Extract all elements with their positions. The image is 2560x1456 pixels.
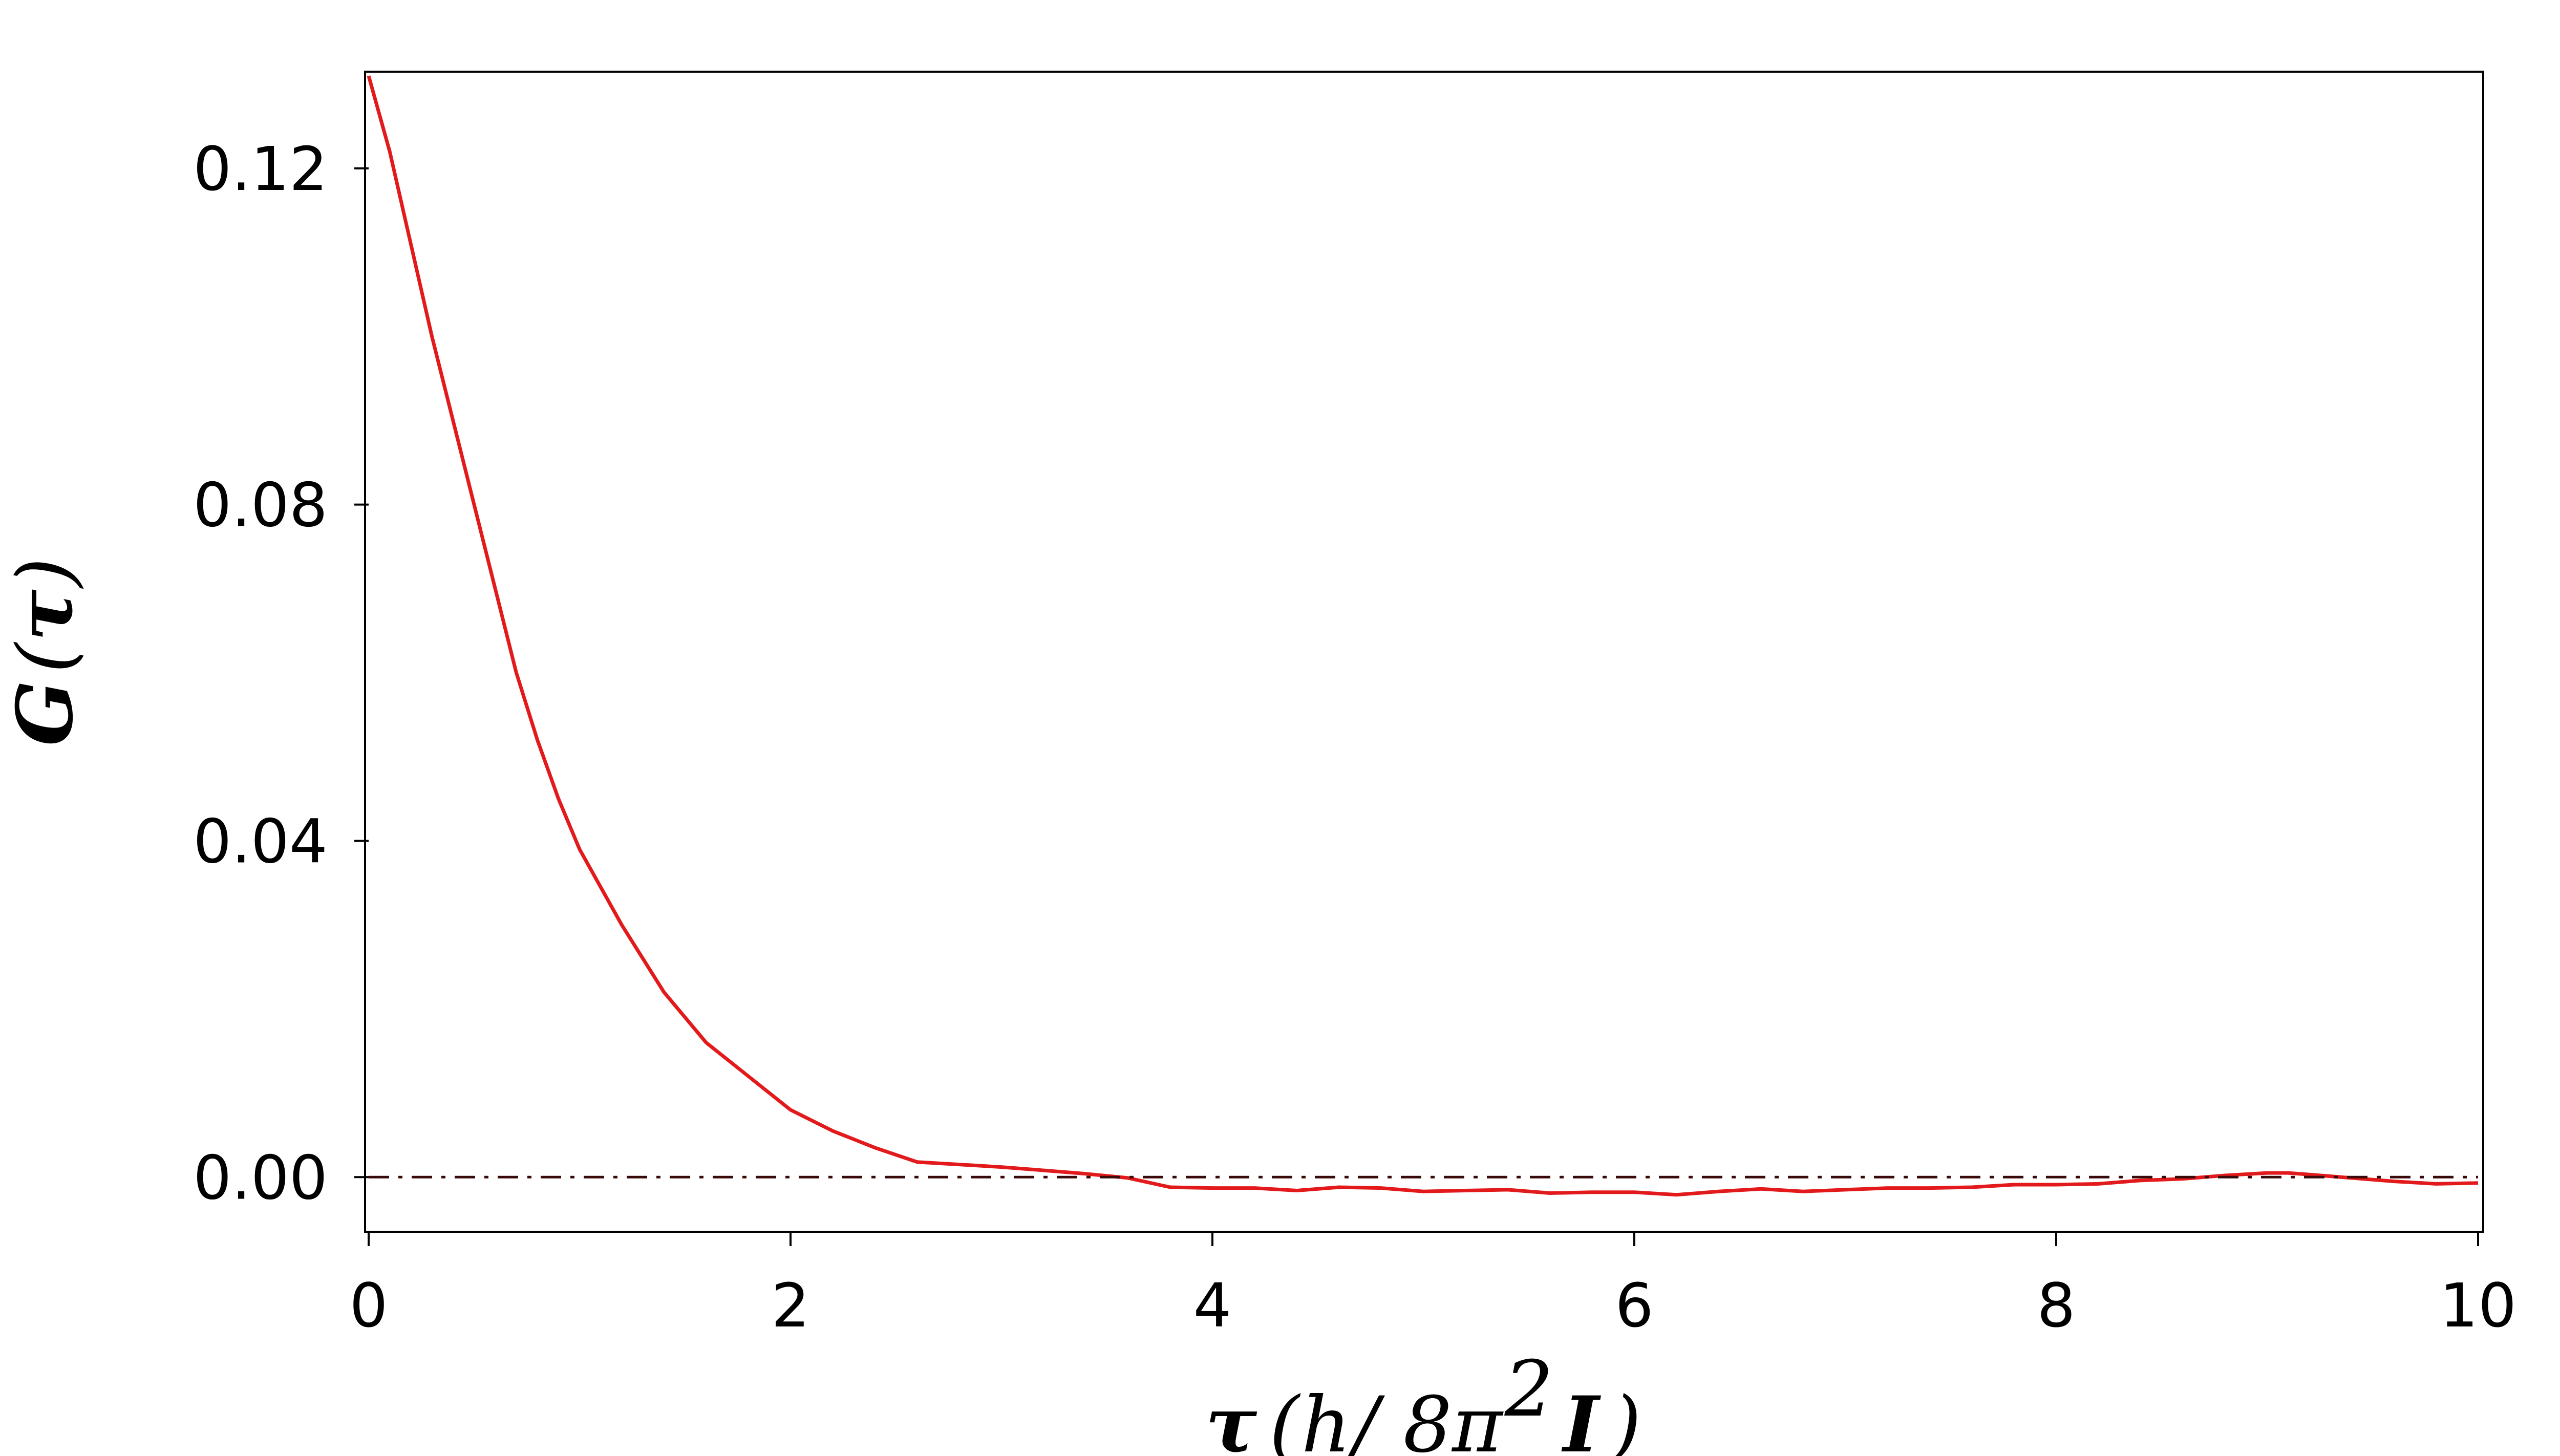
x-axis-title-var: τ bbox=[1205, 1380, 1257, 1456]
y-axis-title: G ( τ ) bbox=[0, 558, 90, 746]
plot-frame bbox=[364, 71, 2484, 1233]
series-line-G bbox=[367, 75, 2479, 1197]
y-tick-label: 0.00 bbox=[193, 1142, 328, 1213]
series-layer bbox=[367, 75, 2479, 1197]
x-axis: 0 2 4 6 8 10 bbox=[349, 1232, 2516, 1341]
y-tick-label: 0.04 bbox=[193, 806, 328, 876]
x-axis-title-close: ) bbox=[1610, 1381, 1641, 1456]
y-axis: 0.00 0.04 0.08 0.12 bbox=[193, 134, 369, 1213]
x-axis-title-exp: 2 bbox=[1504, 1345, 1553, 1434]
y-tick-label: 0.12 bbox=[193, 134, 328, 204]
x-tick-label: 4 bbox=[1193, 1270, 1231, 1341]
y-axis-title-var: G bbox=[0, 680, 90, 746]
x-axis-title-slash: / 8π bbox=[1347, 1381, 1504, 1456]
x-axis-title-I: I bbox=[1561, 1380, 1601, 1456]
y-tick-label: 0.08 bbox=[193, 470, 328, 541]
x-tick-label: 10 bbox=[2440, 1270, 2516, 1341]
x-axis-title-open: ( bbox=[1269, 1381, 1301, 1456]
y-axis-title-close: ) bbox=[1, 558, 90, 589]
x-axis-title: τ ( h / 8π 2 I ) bbox=[1205, 1345, 1641, 1456]
x-tick-label: 8 bbox=[2037, 1270, 2075, 1341]
x-tick-label: 2 bbox=[771, 1270, 809, 1341]
y-axis-title-tau: τ bbox=[0, 589, 90, 641]
x-tick-label: 0 bbox=[349, 1270, 388, 1341]
x-tick-label: 6 bbox=[1615, 1270, 1653, 1341]
x-axis-title-h: h bbox=[1302, 1381, 1351, 1456]
y-axis-title-open: ( bbox=[1, 641, 90, 673]
